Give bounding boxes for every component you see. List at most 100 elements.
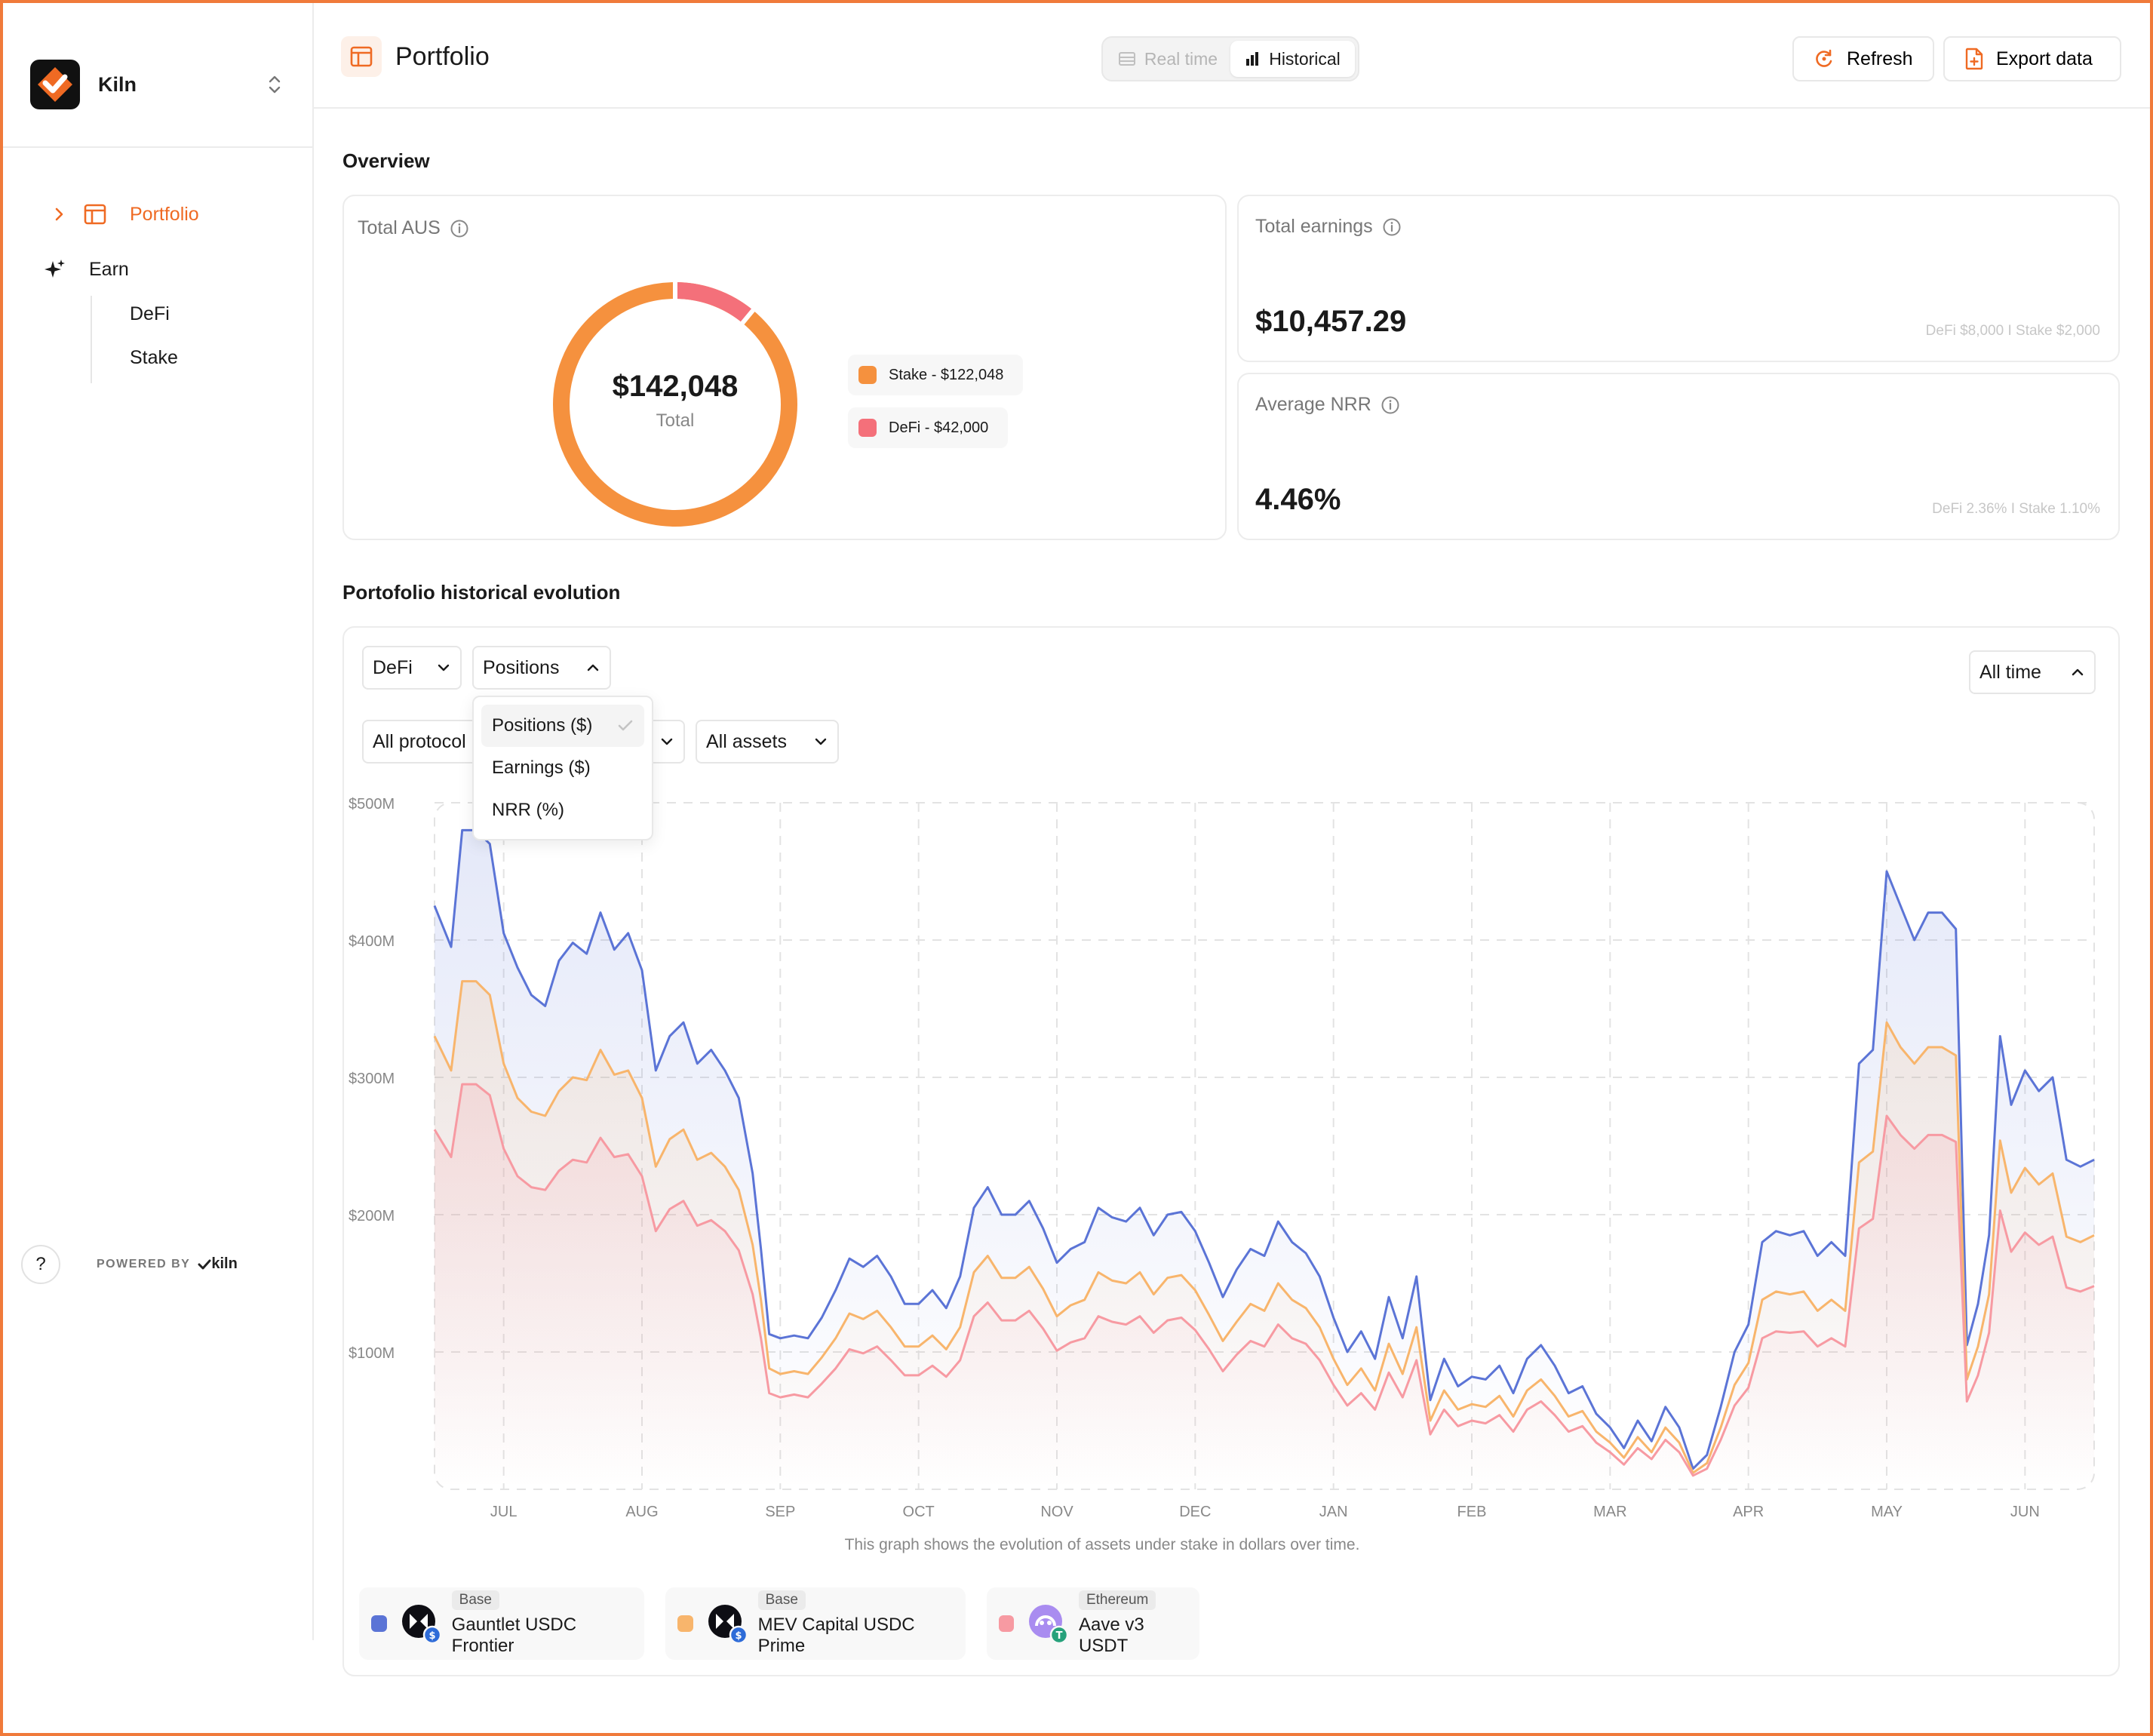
sidebar-item-earn[interactable]: Earn [44,258,129,281]
sidebar-item-label: Earn [89,258,129,280]
type-filter-select[interactable]: DeFi [362,646,462,690]
total-aus-value: $142,048 [612,370,739,403]
total-aus-label-text: Total AUS [358,217,441,238]
assets-filter-select[interactable]: All assets [696,720,839,764]
legend-item-defi: DeFi - $42,000 [848,407,1009,448]
x-tick-label: MAR [1593,1504,1626,1520]
x-tick-label: JUN [2010,1504,2040,1520]
protocol-filter-value: All protocol [373,730,466,752]
sidebar-item-stake[interactable]: Stake [130,347,178,368]
series-lines [433,828,2095,1477]
kiln-logo [30,60,80,109]
sidebar-item-label: Portfolio [130,203,199,225]
chart-caption-text: This graph shows the evolution of assets… [844,1536,1360,1553]
metric-option-positions[interactable]: Positions ($) [481,705,644,747]
refresh-icon [1816,49,1832,67]
powered-by-brand: kiln [198,1255,238,1273]
asset-legend-aave[interactable]: T Ethereum Aave v3 USDT [987,1587,1199,1660]
portfolio-icon [341,36,382,77]
chevron-right-icon [55,207,63,221]
series-line [433,980,2095,1474]
time-range-select[interactable]: All time [1969,650,2096,694]
segment-real-time[interactable]: Real time [1106,41,1230,77]
workspace-switcher[interactable]: Kiln [30,56,294,113]
legend-swatch [858,366,877,384]
asset-name: Aave v3 USDT [1078,1615,1144,1656]
metric-dropdown-menu: Positions ($) Earnings ($) NRR (%) [472,696,653,840]
total-aus-value-label: Total [656,410,695,431]
submenu-guide-line [91,296,92,383]
portfolio-line-chart: $500M $400M $300M $200M $100M JUL AUG SEP OCT NO… [349,796,2095,1520]
average-nrr-label-text: Average NRR [1255,394,1371,415]
series-line [433,828,2095,1470]
y-tick-label: $100M [349,1345,395,1362]
metric-option-earnings[interactable]: Earnings ($) [481,747,644,789]
overview-title: Overview [342,149,430,172]
help-button[interactable]: ? [21,1245,60,1284]
asset-legend-mev-capital[interactable]: $ Base MEV Capital USDC Prime [665,1587,966,1660]
y-axis-labels: $500M $400M $300M $200M $100M [349,796,395,1362]
gauntlet-logo-icon: $ [401,1603,441,1645]
metric-filter-select[interactable]: Positions [472,646,611,690]
asset-name: Gauntlet USDC Frontier [451,1615,577,1656]
segment-historical[interactable]: Historical [1230,41,1355,77]
metric-option-label: NRR (%) [492,800,564,820]
legend-item-stake: Stake - $122,048 [848,355,1024,395]
info-icon[interactable] [1381,395,1400,415]
svg-text:$: $ [428,1630,435,1642]
asset-legend-gauntlet[interactable]: $ Base Gauntlet USDC Frontier [359,1587,644,1660]
x-axis-labels: JUL AUG SEP OCT NOV DEC JAN FEB MAR APR MAY JUN [490,1504,2040,1520]
x-tick-label: AUG [625,1504,658,1520]
segment-label: Real time [1144,48,1218,69]
svg-text:$: $ [735,1630,742,1642]
page-title: Portfolio [395,42,490,71]
total-earnings-breakdown: DeFi $8,000 I Stake $2,000 [1925,323,2100,339]
legend-swatch [999,1615,1014,1632]
series-line [433,1083,2095,1477]
refresh-label: Refresh [1847,48,1913,69]
x-tick-label: APR [1733,1504,1764,1520]
average-nrr-value: 4.46% [1255,483,1341,516]
info-icon[interactable] [450,219,469,238]
sidebar: Kiln Portfolio Earn DeFi Stake ? POWERED… [3,3,314,1640]
chain-tag: Base [757,1590,806,1610]
total-earnings-label-text: Total earnings [1255,216,1373,237]
total-earnings-value: $10,457.29 [1255,305,1407,338]
x-tick-label: DEC [1179,1504,1211,1520]
refresh-button[interactable]: Refresh [1792,36,1934,81]
info-icon[interactable] [1382,217,1402,237]
x-tick-label: JUL [490,1504,518,1520]
donut-segment-stake [553,282,797,527]
mev-capital-logo-icon: $ [707,1603,748,1645]
file-export-icon [1965,48,1983,70]
metric-option-label: Earnings ($) [492,757,591,778]
evolution-title: Portofolio historical evolution [342,581,621,604]
export-label: Export data [1996,48,2093,69]
check-icon [618,720,633,731]
average-nrr-label: Average NRR [1255,394,1400,416]
export-data-button[interactable]: Export data [1943,36,2121,81]
layout-icon [84,204,106,225]
x-tick-label: OCT [903,1504,935,1520]
legend-swatch [677,1615,693,1632]
total-aus-label: Total AUS [358,217,469,239]
workspace-name: Kiln [98,72,137,96]
x-tick-label: FEB [1457,1504,1487,1520]
legend-label: DeFi - $42,000 [889,419,989,436]
donut-segment-defi [674,282,754,324]
x-tick-label: MAY [1871,1504,1903,1520]
chain-tag: Base [451,1590,499,1610]
asset-name: MEV Capital USDC Prime [757,1615,915,1656]
metric-option-nrr[interactable]: NRR (%) [481,789,644,831]
metric-filter-value: Positions [483,656,560,678]
sidebar-item-defi[interactable]: DeFi [130,303,170,324]
x-tick-label: JAN [1319,1504,1348,1520]
chain-tag: Ethereum [1078,1590,1156,1610]
kiln-mark-icon [198,1259,211,1269]
series-area [435,1084,2094,1489]
type-filter-value: DeFi [373,656,413,678]
legend-swatch [371,1615,387,1632]
sidebar-item-portfolio[interactable]: Portfolio [53,202,199,226]
legend-label: Stake - $122,048 [889,366,1004,383]
